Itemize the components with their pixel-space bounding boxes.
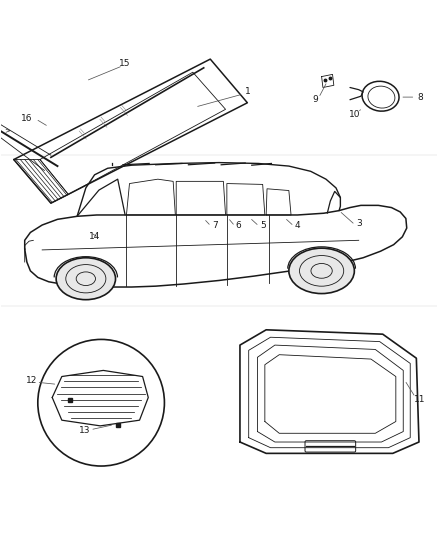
- Text: 1: 1: [244, 87, 250, 96]
- Text: 5: 5: [260, 221, 265, 230]
- Text: 3: 3: [356, 219, 362, 228]
- Text: 13: 13: [79, 426, 90, 435]
- Text: 15: 15: [120, 59, 131, 68]
- Text: 6: 6: [236, 221, 241, 230]
- Text: 7: 7: [212, 221, 218, 230]
- Ellipse shape: [289, 248, 354, 294]
- Text: 9: 9: [312, 95, 318, 104]
- Text: 8: 8: [417, 93, 423, 102]
- Text: 12: 12: [26, 376, 38, 385]
- Text: 4: 4: [295, 221, 300, 230]
- Ellipse shape: [56, 258, 116, 300]
- Text: 10: 10: [349, 110, 360, 119]
- Text: 16: 16: [21, 114, 33, 123]
- Text: >: >: [4, 127, 10, 133]
- Text: 11: 11: [414, 395, 426, 404]
- Text: 14: 14: [89, 232, 100, 241]
